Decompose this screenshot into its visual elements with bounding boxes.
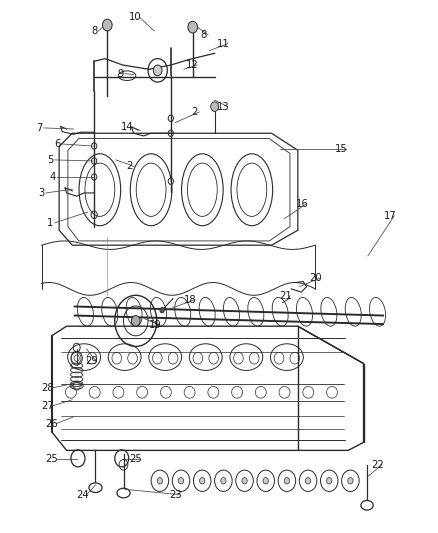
Text: 3: 3 [39,188,45,198]
Text: 15: 15 [335,144,348,154]
Text: 1: 1 [47,218,53,228]
Text: 16: 16 [296,199,309,208]
Text: 7: 7 [36,123,42,133]
Text: 2: 2 [126,161,132,171]
Text: 20: 20 [309,273,321,283]
Text: 5: 5 [47,155,53,165]
Text: 13: 13 [217,102,230,111]
Text: 6: 6 [54,139,60,149]
Circle shape [200,478,205,484]
Text: 11: 11 [217,39,230,49]
Text: 4: 4 [49,172,56,182]
Circle shape [178,478,184,484]
Text: 17: 17 [383,211,396,221]
Text: 23: 23 [169,490,181,499]
Text: 18: 18 [184,295,197,304]
Text: 25: 25 [45,455,58,464]
Text: 26: 26 [45,419,58,429]
Text: 22: 22 [371,460,384,470]
Circle shape [102,19,112,31]
Circle shape [305,478,311,484]
Text: 27: 27 [41,401,54,411]
Text: 24: 24 [76,490,88,499]
Text: 19: 19 [149,320,162,330]
Text: 10: 10 [129,12,141,22]
Circle shape [153,65,162,76]
Text: 9: 9 [117,69,124,78]
Text: 14: 14 [121,122,133,132]
Circle shape [263,478,268,484]
Text: 28: 28 [41,383,53,393]
Circle shape [160,308,164,313]
Text: 2: 2 [192,107,198,117]
Circle shape [157,478,162,484]
Circle shape [221,478,226,484]
Text: 21: 21 [279,291,292,301]
Circle shape [131,316,140,326]
Text: 8: 8 [201,30,207,39]
Circle shape [327,478,332,484]
Circle shape [188,21,198,33]
Text: 12: 12 [186,60,199,70]
Text: 29: 29 [85,357,99,366]
Circle shape [211,102,219,111]
Text: 25: 25 [129,455,142,464]
Circle shape [284,478,290,484]
Circle shape [242,478,247,484]
Text: 8: 8 [91,26,97,36]
Circle shape [348,478,353,484]
